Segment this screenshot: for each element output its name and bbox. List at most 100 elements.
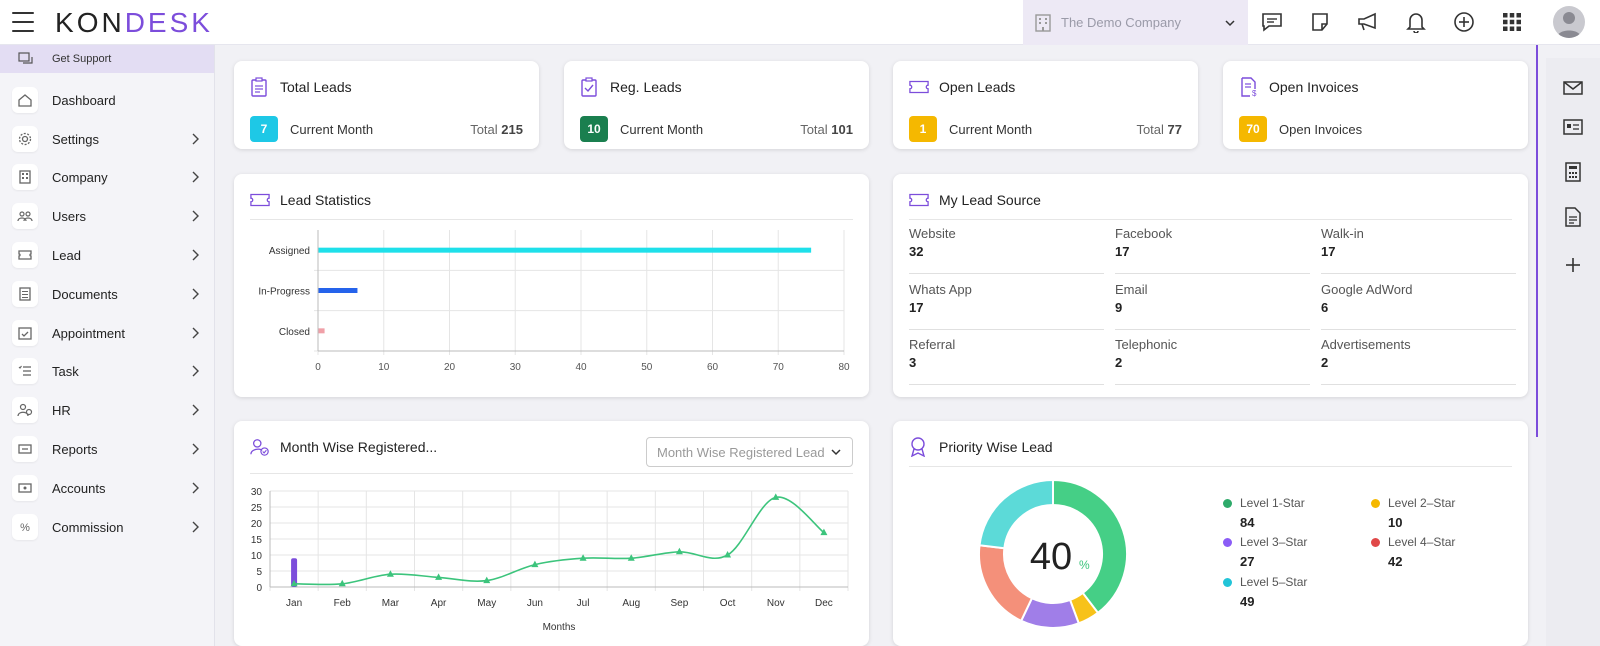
lead-statistics-card: Lead Statistics 0 10 20 30 40 50 60 70 80 Assigne… [234, 174, 869, 397]
legend-dot [1371, 537, 1380, 547]
chat-icon[interactable] [1258, 8, 1286, 36]
plus-icon[interactable] [1562, 254, 1584, 276]
sidebar-item-lead[interactable]: Lead [12, 240, 207, 270]
add-circle-icon[interactable] [1450, 8, 1478, 36]
reg-leads-card[interactable]: Reg. Leads 10 Current Month Total 101 [564, 61, 869, 149]
report-icon [12, 436, 38, 462]
sidebar-item-label: Dashboard [52, 92, 116, 108]
invoice-icon: $ [1239, 77, 1259, 97]
total-leads-card[interactable]: Total Leads 7 Current Month Total 215 [234, 61, 539, 149]
document-icon[interactable] [1562, 206, 1584, 228]
x-tick-label: Mar [382, 598, 400, 609]
donut-center-value: 40 [1030, 536, 1072, 578]
accounts-icon [12, 475, 38, 501]
avatar[interactable] [1553, 6, 1585, 38]
chevron-right-icon [192, 288, 199, 300]
card-title: Month Wise Registered... [280, 439, 438, 455]
sidebar: Get Support Dashboard Settings Company User… [0, 45, 215, 646]
lead-source-label: Whats App [909, 282, 972, 297]
get-support-link[interactable]: Get Support [0, 45, 214, 73]
sidebar-item-label: Users [52, 208, 86, 224]
card-title: Lead Statistics [280, 192, 372, 208]
stat-label: Current Month [290, 121, 374, 137]
legend-value: 49 [1240, 594, 1255, 609]
sidebar-item-dashboard[interactable]: Dashboard [12, 85, 207, 115]
bell-icon[interactable] [1402, 8, 1430, 36]
building-icon [1035, 13, 1051, 32]
lead-source-value: 3 [909, 355, 917, 370]
lead-source-item: Email 9 [1115, 282, 1310, 330]
chevron-right-icon [192, 404, 199, 416]
company-selector[interactable]: The Demo Company [1023, 0, 1248, 45]
lead-source-card: My Lead Source Website 32 Facebook 17 Walk-i… [893, 174, 1528, 397]
apps-grid-icon[interactable] [1498, 8, 1526, 36]
chevron-right-icon [192, 210, 199, 222]
card-title: Total Leads [280, 79, 352, 95]
lead-source-value: 9 [1115, 300, 1123, 315]
x-tick-label: 80 [838, 362, 850, 373]
open-leads-card[interactable]: Open Leads 1 Current Month Total 77 [893, 61, 1198, 149]
sidebar-item-hr[interactable]: HR [12, 395, 207, 425]
x-tick-label: 60 [707, 362, 719, 373]
legend-dot [1223, 577, 1232, 587]
gear-icon [12, 126, 38, 152]
sidebar-item-label: Commission [52, 519, 124, 535]
calculator-icon[interactable] [1562, 161, 1584, 183]
note-icon[interactable] [1306, 8, 1334, 36]
sidebar-item-users[interactable]: Users [12, 201, 207, 231]
lead-source-value: 2 [1115, 355, 1123, 370]
sidebar-item-documents[interactable]: Documents [12, 279, 207, 309]
sidebar-item-company[interactable]: Company [12, 162, 207, 192]
menu-toggle-icon[interactable] [12, 12, 34, 32]
user-check-icon [250, 437, 270, 457]
ticket-icon [909, 77, 929, 97]
lead-source-label: Telephonic [1115, 337, 1178, 352]
lead-source-label: Advertisements [1321, 337, 1411, 352]
support-chat-icon [18, 52, 33, 64]
month-wise-dropdown[interactable]: Month Wise Registered Lead [646, 437, 853, 467]
logo-text-n: N [101, 7, 125, 38]
lead-source-value: 17 [1115, 244, 1130, 259]
sidebar-item-accounts[interactable]: Accounts [12, 473, 207, 503]
sidebar-item-label: Company [52, 169, 108, 185]
task-list-icon [12, 358, 38, 384]
sidebar-item-task[interactable]: Task [12, 356, 207, 386]
open-invoices-card[interactable]: $ Open Invoices 70 Open Invoices [1223, 61, 1528, 149]
contact-card-icon[interactable] [1562, 116, 1584, 138]
donut-slice [978, 544, 1034, 623]
logo[interactable]: KONDESK [55, 6, 213, 40]
y-tick-label: 5 [256, 567, 262, 578]
lead-source-label: Website [909, 226, 956, 241]
divider [909, 466, 1512, 467]
priority-lead-card: Priority Wise Lead 40 % Level 1-Star 84 Le… [893, 421, 1528, 646]
total-prefix: Total [470, 121, 498, 137]
sidebar-item-reports[interactable]: Reports [12, 434, 207, 464]
lead-source-value: 2 [1321, 355, 1329, 370]
bar [318, 288, 358, 293]
legend-item: Level 2–Star 10 [1371, 496, 1501, 530]
sidebar-item-appointment[interactable]: Appointment [12, 318, 207, 348]
card-title: Reg. Leads [610, 79, 682, 95]
sidebar-item-settings[interactable]: Settings [12, 124, 207, 154]
legend-item: Level 4–Star 42 [1371, 535, 1501, 569]
divider [250, 219, 853, 220]
home-icon [12, 87, 38, 113]
legend-item: Level 5–Star 49 [1223, 575, 1353, 609]
legend-value: 84 [1240, 515, 1255, 530]
lead-source-label: Referral [909, 337, 956, 352]
x-tick-label: Jan [286, 598, 302, 609]
data-point [531, 560, 539, 568]
clipboard-list-icon [250, 77, 270, 97]
x-tick-label: Nov [767, 598, 785, 609]
sidebar-item-commission[interactable]: % Commission [12, 512, 207, 542]
x-tick-label: 0 [315, 362, 321, 373]
stat-label: Current Month [949, 121, 1033, 137]
total-value: 77 [1167, 121, 1182, 137]
mail-icon[interactable] [1562, 77, 1584, 99]
card-title: My Lead Source [939, 192, 1041, 208]
data-point [627, 554, 635, 561]
legend-label: Level 3–Star [1240, 535, 1308, 549]
bar [318, 328, 325, 334]
megaphone-icon[interactable] [1354, 8, 1382, 36]
y-category-label: Assigned [269, 246, 310, 257]
